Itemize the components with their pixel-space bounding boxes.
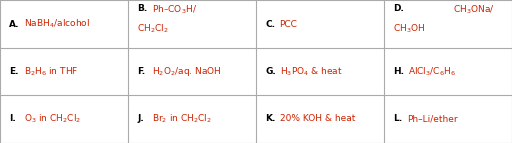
Text: CH$_3$OH: CH$_3$OH [393,22,425,35]
Text: O$_3$ in CH$_2$Cl$_2$: O$_3$ in CH$_2$Cl$_2$ [24,113,80,125]
Text: Ph–Li/ether: Ph–Li/ether [408,115,458,124]
Text: I.: I. [9,115,16,124]
Text: F.: F. [137,67,145,76]
Text: A.: A. [9,19,20,28]
Text: B.: B. [137,4,147,13]
Text: Ph–CO$_3$H/: Ph–CO$_3$H/ [152,4,197,16]
Text: Br$_2$ in CH$_2$Cl$_2$: Br$_2$ in CH$_2$Cl$_2$ [152,113,211,125]
Text: NaBH$_4$/alcohol: NaBH$_4$/alcohol [24,18,90,30]
Text: E.: E. [9,67,19,76]
Text: L.: L. [393,115,402,124]
Text: J.: J. [137,115,144,124]
Text: CH$_3$ONa/: CH$_3$ONa/ [453,4,495,16]
Text: H$_2$O$_2$/aq. NaOH: H$_2$O$_2$/aq. NaOH [152,65,221,78]
Text: K.: K. [265,115,275,124]
Text: C.: C. [265,19,275,28]
Text: H.: H. [393,67,404,76]
Text: G.: G. [265,67,276,76]
Text: D.: D. [393,4,404,13]
Text: 20% KOH & heat: 20% KOH & heat [280,115,355,124]
Text: H$_3$PO$_4$ & heat: H$_3$PO$_4$ & heat [280,65,343,78]
Text: CH$_2$Cl$_2$: CH$_2$Cl$_2$ [137,22,169,35]
Text: B$_2$H$_6$ in THF: B$_2$H$_6$ in THF [24,65,78,78]
Text: PCC: PCC [280,19,297,28]
Text: AlCl$_3$/C$_6$H$_6$: AlCl$_3$/C$_6$H$_6$ [408,65,456,78]
